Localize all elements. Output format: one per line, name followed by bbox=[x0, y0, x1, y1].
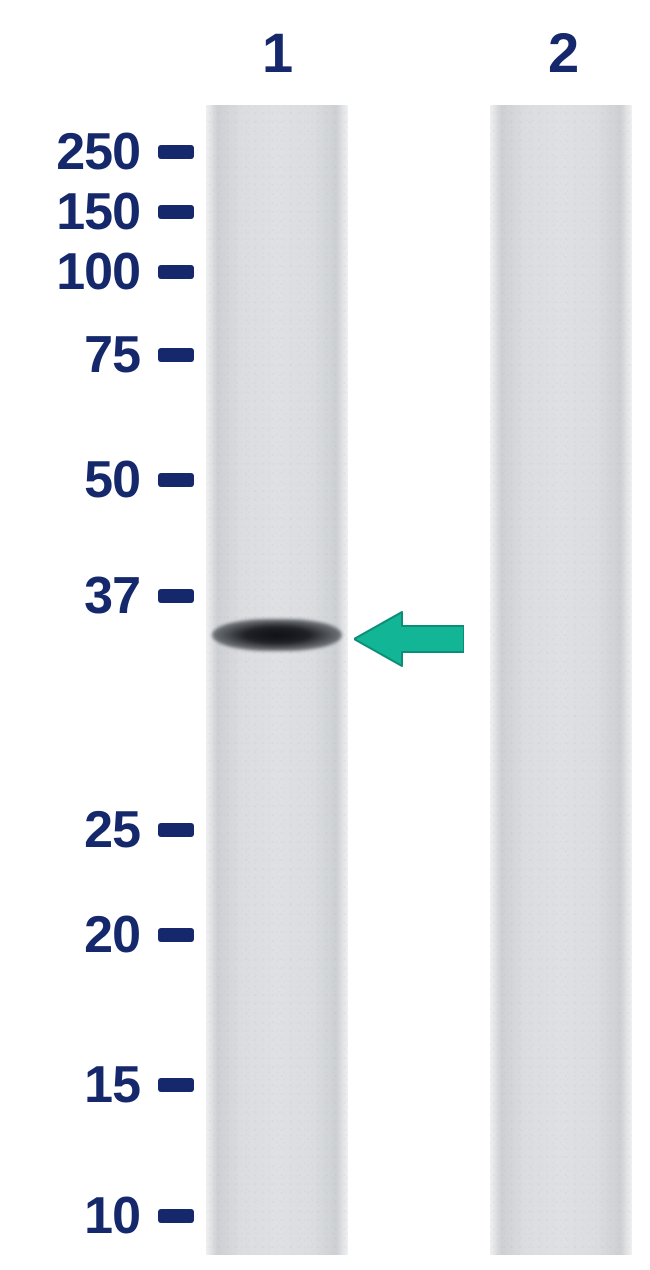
lane-noise bbox=[490, 105, 632, 1255]
mw-marker: 15 bbox=[10, 1055, 194, 1115]
gel-lane-1 bbox=[206, 105, 348, 1255]
mw-marker: 75 bbox=[10, 325, 194, 385]
mw-dash-icon bbox=[158, 1209, 194, 1223]
mw-dash-icon bbox=[158, 823, 194, 837]
mw-label: 10 bbox=[10, 1186, 140, 1246]
mw-dash-icon bbox=[158, 473, 194, 487]
mw-marker: 20 bbox=[10, 905, 194, 965]
mw-marker: 25 bbox=[10, 800, 194, 860]
lane-header-2: 2 bbox=[548, 20, 579, 85]
mw-dash-icon bbox=[158, 1078, 194, 1092]
lane-header-1: 1 bbox=[262, 20, 293, 85]
mw-label: 20 bbox=[10, 905, 140, 965]
western-blot-figure: 1 2 250 150 100 75 50 37 25 20 15 bbox=[0, 0, 650, 1270]
mw-dash-icon bbox=[158, 205, 194, 219]
gel-lane-2 bbox=[490, 105, 632, 1255]
mw-dash-icon bbox=[158, 928, 194, 942]
mw-label: 75 bbox=[10, 325, 140, 385]
mw-dash-icon bbox=[158, 265, 194, 279]
mw-marker: 250 bbox=[10, 122, 194, 182]
mw-marker: 100 bbox=[10, 242, 194, 302]
mw-label: 25 bbox=[10, 800, 140, 860]
lane-noise bbox=[206, 105, 348, 1255]
protein-band bbox=[212, 619, 342, 651]
mw-label: 100 bbox=[10, 242, 140, 302]
mw-marker: 10 bbox=[10, 1186, 194, 1246]
mw-marker: 50 bbox=[10, 450, 194, 510]
mw-label: 37 bbox=[10, 566, 140, 626]
mw-marker: 37 bbox=[10, 566, 194, 626]
mw-label: 15 bbox=[10, 1055, 140, 1115]
mw-marker: 150 bbox=[10, 182, 194, 242]
mw-label: 50 bbox=[10, 450, 140, 510]
mw-dash-icon bbox=[158, 145, 194, 159]
mw-label: 150 bbox=[10, 182, 140, 242]
arrow-left-icon bbox=[354, 608, 464, 670]
mw-dash-icon bbox=[158, 348, 194, 362]
mw-label: 250 bbox=[10, 122, 140, 182]
mw-dash-icon bbox=[158, 589, 194, 603]
